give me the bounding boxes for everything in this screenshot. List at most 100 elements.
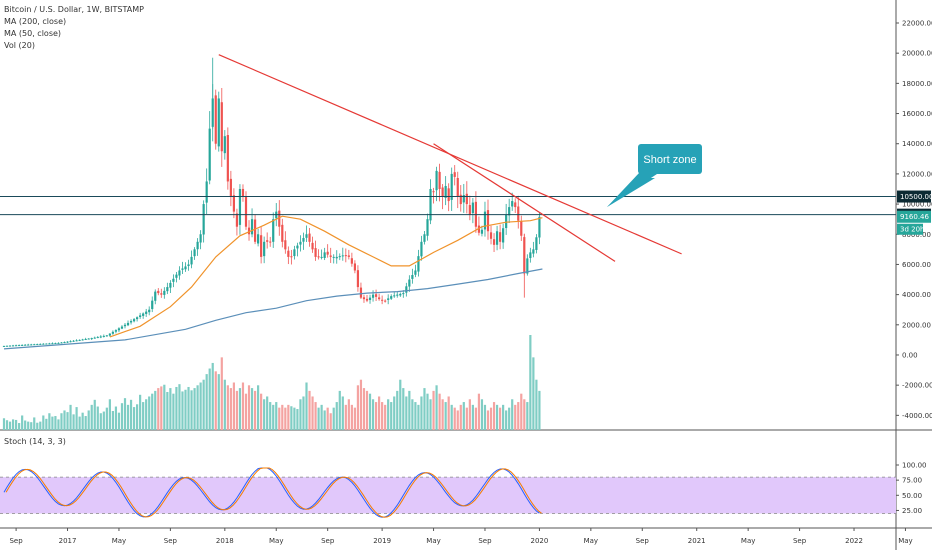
volume-bar: [517, 402, 520, 430]
volume-bar: [154, 390, 157, 430]
volume-bar: [132, 407, 136, 430]
volume-bar: [450, 404, 453, 430]
volume-bar: [45, 418, 48, 430]
callout-pointer: [607, 178, 655, 207]
candle-body: [257, 234, 260, 244]
volume-bar: [66, 412, 69, 430]
volume-bar: [308, 390, 311, 430]
volume-bar: [393, 396, 396, 430]
volume-bar: [257, 385, 260, 430]
candle-body: [290, 256, 293, 258]
time-tick-label: Sep: [164, 537, 178, 545]
candle-body: [447, 188, 450, 202]
candle-body: [217, 98, 220, 147]
candle-body: [468, 205, 471, 215]
volume-bar: [520, 393, 523, 430]
volume-bar: [275, 402, 278, 430]
candle-body: [263, 241, 266, 257]
candle-body: [390, 296, 393, 299]
candle-body: [362, 297, 366, 300]
volume-bar: [21, 415, 24, 430]
time-axis: Sep 2017 May Sep 2018 May Sep 2019 May Sep 2020 May…: [9, 528, 913, 545]
candle-body: [435, 170, 438, 191]
candle-body: [78, 339, 81, 341]
volume-bar: [523, 399, 526, 430]
short-zone-callout[interactable]: Short zone: [607, 144, 702, 207]
candle-body: [36, 344, 39, 346]
time-tick-label: Sep: [478, 537, 492, 545]
candle-body: [178, 270, 181, 276]
volume-bar: [344, 404, 347, 430]
candle-body: [287, 250, 290, 257]
candle-body: [462, 195, 465, 203]
volume-bar: [381, 402, 384, 430]
candle-body: [8, 345, 12, 347]
volume-bar: [444, 402, 447, 430]
volume-bar: [11, 419, 15, 430]
price-tick-label: 4000.00: [902, 291, 931, 299]
candle-body: [21, 344, 24, 346]
trendline[interactable]: [433, 143, 616, 262]
candle-body: [232, 195, 235, 212]
candle-body: [199, 234, 202, 243]
legend-vol: Vol (20): [4, 41, 35, 50]
volume-bar: [492, 402, 496, 430]
volume-bar: [471, 404, 474, 430]
volume-bar: [151, 393, 154, 430]
candle-body: [520, 221, 523, 236]
candle-body: [365, 298, 369, 301]
candle-body: [72, 340, 75, 342]
price-tag-label: 10500.00: [900, 193, 932, 201]
volume-bar: [538, 390, 541, 430]
volume-bar: [347, 399, 350, 430]
volume-bar: [329, 413, 332, 430]
time-tick-label: May: [898, 537, 912, 545]
candle-body: [129, 321, 133, 323]
candle-body: [489, 232, 493, 239]
candle-body: [486, 210, 490, 232]
countdown-tag: [897, 223, 923, 235]
candle-body: [75, 340, 78, 342]
volume-bar: [281, 404, 284, 430]
volume-bar: [223, 379, 226, 430]
volume-bar: [314, 402, 317, 430]
volume-bar: [114, 406, 118, 430]
candle-body: [123, 324, 127, 327]
volume-bar: [293, 407, 296, 430]
candle-body: [99, 336, 102, 338]
candle-body: [187, 264, 190, 267]
volume-bar: [368, 393, 372, 430]
volume-bar: [54, 416, 57, 430]
volume-bar: [489, 407, 493, 430]
candle-body: [244, 196, 248, 227]
candle-body: [305, 234, 308, 238]
volume-bar: [371, 399, 375, 430]
price-tag: [897, 190, 931, 203]
candle-body: [314, 248, 317, 257]
volume-bar: [359, 379, 363, 430]
candle-body: [272, 219, 275, 242]
candle-body: [299, 241, 302, 245]
volume-bar: [184, 389, 187, 430]
volume-bar: [205, 374, 208, 430]
candle-body: [393, 295, 396, 297]
candle-body: [359, 287, 363, 298]
volume-bar: [220, 357, 223, 430]
candle-body: [253, 219, 257, 242]
candle-body: [317, 256, 320, 258]
stochastic-pane: [0, 467, 896, 518]
volume-bar: [229, 388, 232, 430]
candle-body: [136, 317, 139, 320]
time-tick-label: 2022: [845, 537, 863, 545]
candle-body: [5, 345, 9, 347]
time-tick-label: May: [269, 537, 283, 545]
volume-bar: [465, 407, 468, 430]
candle-body: [247, 227, 251, 235]
candle-body: [157, 290, 160, 294]
candle-body: [250, 219, 254, 235]
volume-bar: [423, 388, 426, 430]
volume-bar: [269, 402, 272, 430]
candle-body: [311, 242, 314, 250]
volume-bar: [244, 393, 248, 430]
